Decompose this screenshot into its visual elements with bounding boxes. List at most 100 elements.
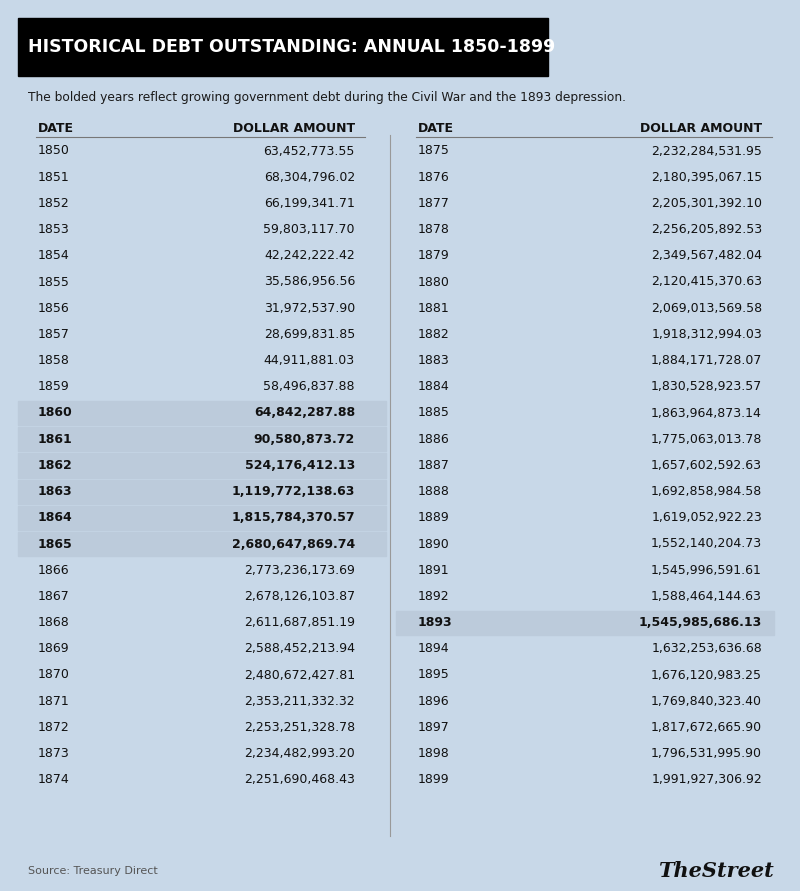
Text: 2,680,647,869.74: 2,680,647,869.74 (232, 537, 355, 551)
Text: 1888: 1888 (418, 485, 450, 498)
Text: 2,069,013,569.58: 2,069,013,569.58 (651, 302, 762, 315)
Text: 31,972,537.90: 31,972,537.90 (264, 302, 355, 315)
Text: 1877: 1877 (418, 197, 450, 210)
Text: 1876: 1876 (418, 171, 450, 184)
Bar (18, 479, 386, 503)
Text: 1884: 1884 (418, 380, 450, 393)
Bar (18, 401, 386, 425)
Text: 66,199,341.71: 66,199,341.71 (264, 197, 355, 210)
Text: 1,863,964,873.14: 1,863,964,873.14 (651, 406, 762, 420)
Text: 2,611,687,851.19: 2,611,687,851.19 (244, 616, 355, 629)
Text: 90,580,873.72: 90,580,873.72 (254, 433, 355, 446)
Text: Source: Treasury Direct: Source: Treasury Direct (28, 866, 158, 876)
Text: 1898: 1898 (418, 747, 450, 760)
Text: HISTORICAL DEBT OUTSTANDING: ANNUAL 1850-1899: HISTORICAL DEBT OUTSTANDING: ANNUAL 1850… (28, 38, 555, 56)
Text: 1860: 1860 (38, 406, 73, 420)
Text: 63,452,773.55: 63,452,773.55 (264, 144, 355, 158)
Text: 1,545,996,591.61: 1,545,996,591.61 (651, 564, 762, 576)
Text: 2,180,395,067.15: 2,180,395,067.15 (650, 171, 762, 184)
Text: 1880: 1880 (418, 275, 450, 289)
Text: 1893: 1893 (418, 616, 453, 629)
Text: 1851: 1851 (38, 171, 70, 184)
Text: 1,657,602,592.63: 1,657,602,592.63 (651, 459, 762, 472)
Text: 1,830,528,923.57: 1,830,528,923.57 (650, 380, 762, 393)
Text: 1,775,063,013.78: 1,775,063,013.78 (650, 433, 762, 446)
Text: 1,119,772,138.63: 1,119,772,138.63 (232, 485, 355, 498)
Text: 2,232,284,531.95: 2,232,284,531.95 (651, 144, 762, 158)
Text: 1875: 1875 (418, 144, 450, 158)
Text: 1890: 1890 (418, 537, 450, 551)
Text: 2,256,205,892.53: 2,256,205,892.53 (651, 223, 762, 236)
Text: 1882: 1882 (418, 328, 450, 341)
Text: 1,692,858,984.58: 1,692,858,984.58 (650, 485, 762, 498)
Text: 1869: 1869 (38, 642, 70, 655)
Text: DOLLAR AMOUNT: DOLLAR AMOUNT (233, 121, 355, 135)
Text: 1891: 1891 (418, 564, 450, 576)
Bar (396, 610, 774, 634)
Text: DATE: DATE (38, 121, 74, 135)
Text: 1,676,120,983.25: 1,676,120,983.25 (651, 668, 762, 682)
Text: TheStreet: TheStreet (658, 861, 774, 881)
Text: 1887: 1887 (418, 459, 450, 472)
Text: 1868: 1868 (38, 616, 70, 629)
Text: 1864: 1864 (38, 511, 73, 524)
Text: 44,911,881.03: 44,911,881.03 (264, 354, 355, 367)
Text: 1872: 1872 (38, 721, 70, 734)
Text: 2,678,126,103.87: 2,678,126,103.87 (244, 590, 355, 603)
Bar (18, 18, 548, 76)
Text: 1856: 1856 (38, 302, 70, 315)
Text: 1,619,052,922.23: 1,619,052,922.23 (651, 511, 762, 524)
Text: 1863: 1863 (38, 485, 73, 498)
Text: 1,552,140,204.73: 1,552,140,204.73 (651, 537, 762, 551)
Text: 1,815,784,370.57: 1,815,784,370.57 (231, 511, 355, 524)
Text: 1,884,171,728.07: 1,884,171,728.07 (650, 354, 762, 367)
Text: 35,586,956.56: 35,586,956.56 (264, 275, 355, 289)
Text: 42,242,222.42: 42,242,222.42 (264, 249, 355, 262)
Text: 1895: 1895 (418, 668, 450, 682)
Text: 1894: 1894 (418, 642, 450, 655)
Text: 2,205,301,392.10: 2,205,301,392.10 (651, 197, 762, 210)
Text: 68,304,796.02: 68,304,796.02 (264, 171, 355, 184)
Text: 2,480,672,427.81: 2,480,672,427.81 (244, 668, 355, 682)
Text: 1867: 1867 (38, 590, 70, 603)
Text: 1,796,531,995.90: 1,796,531,995.90 (651, 747, 762, 760)
Text: 1,918,312,994.03: 1,918,312,994.03 (651, 328, 762, 341)
Text: DATE: DATE (418, 121, 454, 135)
Text: 1883: 1883 (418, 354, 450, 367)
Text: 1855: 1855 (38, 275, 70, 289)
Text: 1858: 1858 (38, 354, 70, 367)
Text: 1861: 1861 (38, 433, 73, 446)
Bar (18, 506, 386, 530)
Text: 1859: 1859 (38, 380, 70, 393)
Text: 1,632,253,636.68: 1,632,253,636.68 (651, 642, 762, 655)
Bar (18, 532, 386, 556)
Text: 1,545,985,686.13: 1,545,985,686.13 (638, 616, 762, 629)
Text: 1,991,927,306.92: 1,991,927,306.92 (651, 773, 762, 786)
Text: 524,176,412.13: 524,176,412.13 (245, 459, 355, 472)
Text: 2,353,211,332.32: 2,353,211,332.32 (244, 695, 355, 707)
Text: 1857: 1857 (38, 328, 70, 341)
Text: 28,699,831.85: 28,699,831.85 (264, 328, 355, 341)
Text: 1,588,464,144.63: 1,588,464,144.63 (651, 590, 762, 603)
Text: 2,588,452,213.94: 2,588,452,213.94 (244, 642, 355, 655)
Text: 1865: 1865 (38, 537, 73, 551)
Text: 1889: 1889 (418, 511, 450, 524)
Text: 1897: 1897 (418, 721, 450, 734)
Text: 2,773,236,173.69: 2,773,236,173.69 (244, 564, 355, 576)
Text: 2,234,482,993.20: 2,234,482,993.20 (244, 747, 355, 760)
Text: 1871: 1871 (38, 695, 70, 707)
Text: 2,251,690,468.43: 2,251,690,468.43 (244, 773, 355, 786)
Text: 1878: 1878 (418, 223, 450, 236)
Bar (18, 427, 386, 452)
Text: 1879: 1879 (418, 249, 450, 262)
Text: 1885: 1885 (418, 406, 450, 420)
Text: 1892: 1892 (418, 590, 450, 603)
Text: 64,842,287.88: 64,842,287.88 (254, 406, 355, 420)
Text: 2,120,415,370.63: 2,120,415,370.63 (651, 275, 762, 289)
Text: 1,817,672,665.90: 1,817,672,665.90 (651, 721, 762, 734)
Text: The bolded years reflect growing government debt during the Civil War and the 18: The bolded years reflect growing governm… (28, 92, 626, 104)
Text: 1852: 1852 (38, 197, 70, 210)
Bar (18, 454, 386, 478)
Text: 59,803,117.70: 59,803,117.70 (263, 223, 355, 236)
Text: DOLLAR AMOUNT: DOLLAR AMOUNT (640, 121, 762, 135)
